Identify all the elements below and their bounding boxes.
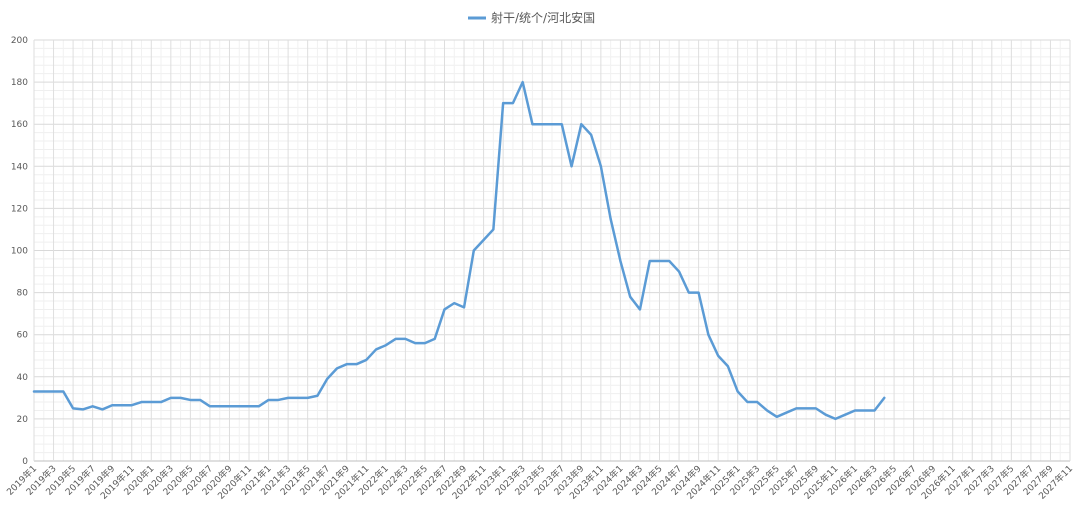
y-tick-label: 140	[11, 162, 28, 172]
y-tick-label: 120	[11, 204, 28, 214]
y-tick-label: 200	[11, 36, 28, 46]
y-axis-tick-labels: 0 20 40 60 80 100 120 140 160 180 200	[11, 36, 28, 467]
y-tick-label: 20	[17, 415, 29, 425]
y-tick-label: 100	[11, 247, 28, 257]
y-tick-label: 80	[17, 289, 29, 299]
y-tick-label: 40	[17, 373, 29, 383]
series-lines	[32, 80, 886, 421]
series-line	[32, 80, 886, 421]
y-tick-label: 0	[22, 457, 28, 467]
x-axis-tick-labels: 2019年12019年32019年52019年72019年92019年11202…	[4, 462, 1075, 501]
y-tick-label: 60	[17, 331, 29, 341]
legend: 射干/统个/河北安国	[468, 10, 595, 25]
y-tick-label: 160	[11, 120, 28, 130]
y-tick-label: 180	[11, 78, 28, 88]
legend-label: 射干/统个/河北安国	[491, 10, 595, 25]
